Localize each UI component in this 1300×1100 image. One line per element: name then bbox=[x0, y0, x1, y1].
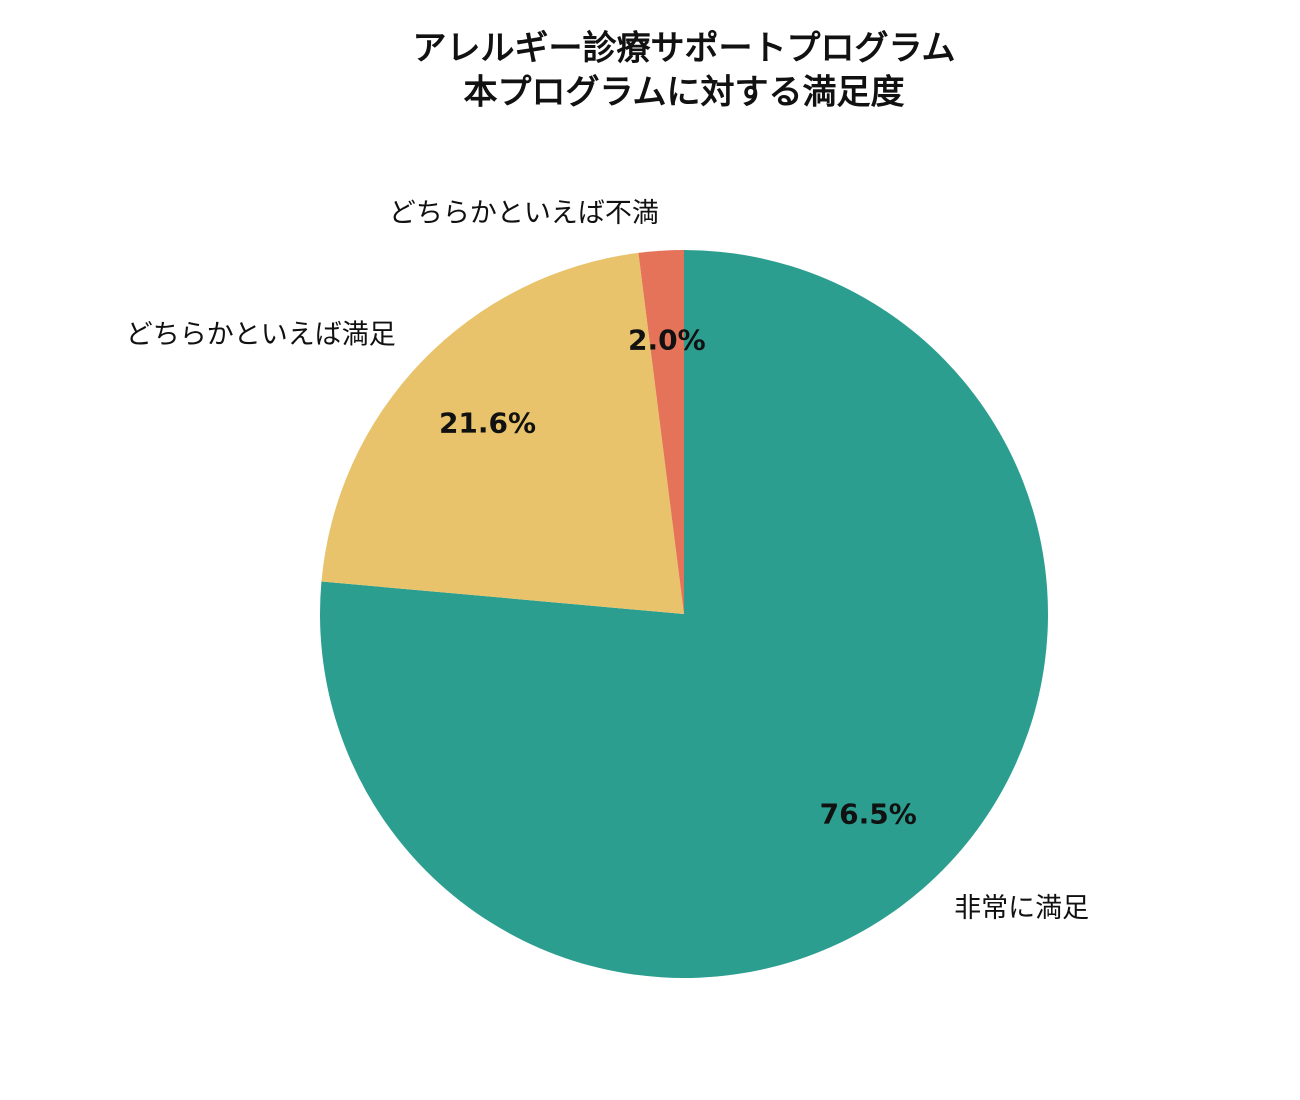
category-label: どちらかといえば不満 bbox=[389, 198, 659, 229]
category-label: 非常に満足 bbox=[954, 893, 1089, 924]
pie-slice bbox=[638, 250, 684, 614]
pie-slice bbox=[321, 252, 684, 615]
data-label: 21.6% bbox=[439, 406, 536, 439]
category-label: どちらかといえば満足 bbox=[126, 320, 396, 351]
data-label: 76.5% bbox=[820, 797, 917, 830]
chart-title: アレルギー診療サポートプログラム bbox=[413, 29, 956, 69]
chart-title: 本プログラムに対する満足度 bbox=[464, 73, 905, 113]
data-label: 2.0% bbox=[628, 324, 706, 357]
